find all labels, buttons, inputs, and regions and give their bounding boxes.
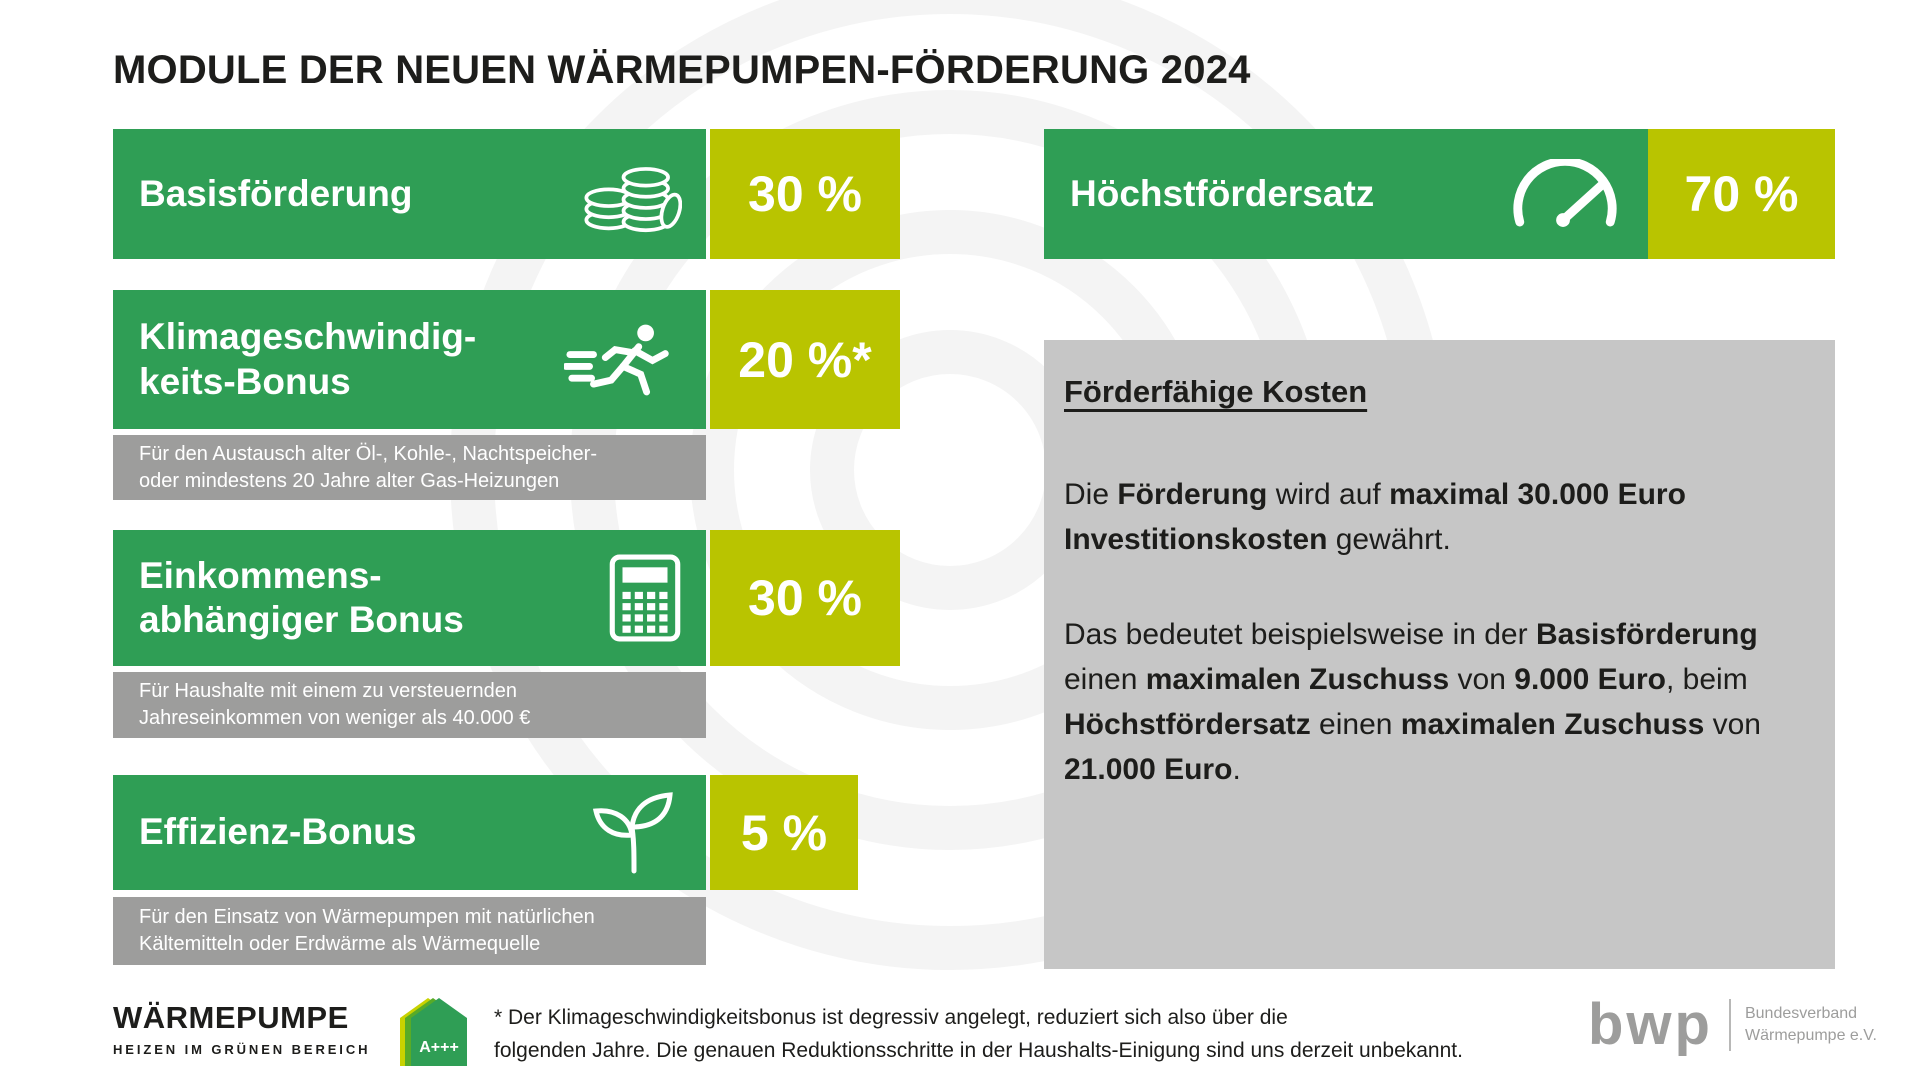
- coins-icon: [578, 155, 682, 233]
- text-segment: von: [1449, 663, 1515, 696]
- module-effizienz-bonus: Effizienz-Bonus: [113, 775, 706, 890]
- text-segment: Basisförderung: [1535, 618, 1758, 651]
- module-klimageschwindigkeits-bonus: Klimageschwindig- keits-Bonus: [113, 290, 706, 429]
- module-value-hoechstfoerdersatz: 70 %: [1648, 129, 1835, 259]
- text-segment: .: [1232, 753, 1241, 786]
- text-segment: Förderung: [1117, 478, 1268, 511]
- bwp-caption-line1: Bundesverband: [1744, 1004, 1858, 1022]
- brand-waermepumpe: WÄRMEPUMPE HEIZEN IM GRÜNEN BEREICH A+++: [113, 998, 468, 1073]
- text-segment: , beim: [1666, 663, 1748, 696]
- module-hoechstfoerdersatz: Höchstfördersatz: [1044, 129, 1648, 259]
- module-label: Effizienz-Bonus: [139, 811, 417, 853]
- text-segment: 21.000 Euro: [1064, 753, 1233, 786]
- calculator-icon: [608, 553, 682, 643]
- bwp-caption: Bundesverband Wärmepumpe e.V.: [1745, 1003, 1877, 1048]
- text-segment: einen: [1310, 708, 1401, 741]
- text-segment: wird auf: [1267, 478, 1390, 511]
- text-segment: 9.000 Euro: [1514, 663, 1667, 696]
- runner-icon: [564, 321, 682, 398]
- gauge-icon: [1506, 158, 1624, 230]
- module-label: Höchstfördersatz: [1070, 172, 1375, 214]
- module-basisfoerderung: Basisförderung: [113, 129, 706, 259]
- text-segment: Die: [1064, 478, 1118, 511]
- bwp-caption-line2: Wärmepumpe e.V.: [1744, 1027, 1877, 1044]
- module-value-effizienz-bonus: 5 %: [710, 775, 858, 890]
- text-segment: Das bedeutet beispielsweise in der: [1064, 618, 1536, 651]
- bwp-logo: bwp: [1588, 992, 1713, 1057]
- sprout-icon: [586, 791, 682, 875]
- module-einkommensabhaengiger-bonus: Einkommens- abhängiger Bonus: [113, 530, 706, 666]
- module-note-einkommensabhaengiger-bonus: Für Haushalte mit einem zu versteuernden…: [113, 672, 706, 738]
- text-segment: gewährt.: [1327, 523, 1451, 556]
- text-segment: einen: [1064, 663, 1146, 696]
- text-segment: maximalen Zuschuss: [1400, 708, 1705, 741]
- info-box-foerderfaehige-kosten: Förderfähige Kosten Die Förderung wird a…: [1044, 340, 1835, 969]
- info-box-heading: Förderfähige Kosten: [1064, 374, 1368, 409]
- text-segment: Höchstfördersatz: [1064, 708, 1311, 741]
- module-value-klimageschwindigkeits-bonus: 20 %*: [710, 290, 900, 429]
- text-segment: maximalen Zuschuss: [1145, 663, 1450, 696]
- module-label: Basisförderung: [139, 172, 413, 214]
- module-label: Klimageschwindig- keits-Bonus: [139, 316, 477, 402]
- energy-badge-label: A+++: [420, 1039, 460, 1056]
- module-value-basisfoerderung: 30 %: [710, 129, 900, 259]
- brand-name: WÄRMEPUMPE: [113, 1000, 349, 1035]
- page-title: MODULE DER NEUEN WÄRMEPUMPEN-FÖRDERUNG 2…: [113, 48, 1251, 92]
- brand-bwp: bwp Bundesverband Wärmepumpe e.V.: [1588, 996, 1877, 1054]
- energy-house-icon: A+++: [400, 996, 468, 1073]
- module-note-klimageschwindigkeits-bonus: Für den Austausch alter Öl-, Kohle-, Nac…: [113, 435, 706, 500]
- info-paragraph-1: Die Förderung wird auf maximal 30.000 Eu…: [1064, 472, 1805, 562]
- text-segment: von: [1704, 708, 1761, 741]
- module-note-effizienz-bonus: Für den Einsatz von Wärmepumpen mit natü…: [113, 897, 706, 965]
- module-label: Einkommens- abhängiger Bonus: [139, 554, 464, 640]
- info-paragraph-2: Das bedeutet beispielsweise in der Basis…: [1064, 612, 1805, 792]
- footnote: * Der Klimageschwindigkeitsbonus ist deg…: [494, 1006, 1463, 1062]
- brand-tagline: HEIZEN IM GRÜNEN BEREICH: [113, 1042, 371, 1057]
- divider: [1728, 999, 1731, 1051]
- module-value-einkommensabhaengiger-bonus: 30 %: [710, 530, 900, 666]
